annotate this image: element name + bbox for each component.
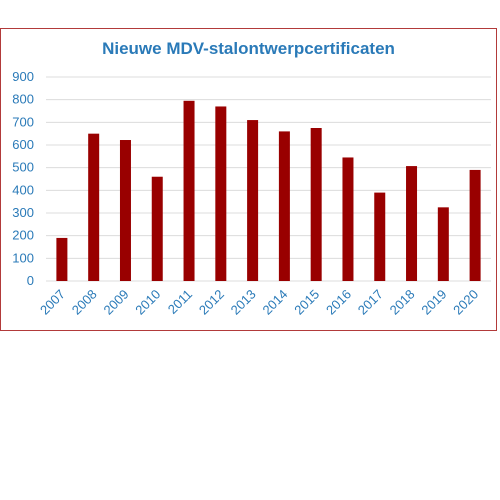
bar-2014 [278,131,290,281]
bar-2010 [151,176,163,281]
bar-2019 [437,207,449,281]
gridlines [46,76,491,282]
x-tick-label: 2010 [132,287,163,318]
chart-frame: Nieuwe MDV-stalontwerpcertificaten 0 100 2… [0,28,497,331]
x-tick-label: 2011 [165,287,195,317]
bar-2020 [469,169,481,281]
y-tick-label: 400 [12,182,34,197]
x-tick-label: 2016 [323,287,354,318]
y-axis-ticks: 0 100 200 300 400 500 600 700 800 900 [12,69,34,288]
bar-2008 [88,133,100,281]
x-tick-label: 2008 [69,287,100,318]
bar-chart: 0 100 200 300 400 500 600 700 800 900 2007 2008 200… [12,69,491,318]
x-tick-label: 2014 [259,287,290,318]
chart-title: Nieuwe MDV-stalontwerpcertificaten [102,39,395,58]
x-tick-label: 2012 [196,287,227,318]
y-tick-label: 700 [12,114,34,129]
bar-2012 [215,106,227,281]
x-tick-label: 2009 [101,287,132,318]
x-tick-label: 2015 [291,287,322,318]
x-tick-label: 2017 [355,287,386,318]
y-tick-label: 500 [12,160,34,175]
bar-2009 [119,140,131,281]
y-tick-label: 200 [12,228,34,243]
bar-2007 [56,237,68,281]
y-tick-label: 600 [12,137,34,152]
x-tick-label: 2020 [450,287,481,318]
bar-2013 [247,120,259,281]
bar-2018 [406,166,418,281]
y-tick-label: 100 [12,250,34,265]
x-tick-label: 2019 [418,287,449,318]
y-tick-label: 300 [12,205,34,220]
y-tick-label: 900 [12,69,34,84]
x-axis-ticks: 2007 2008 2009 2010 2011 2012 2013 2014 2015 2016… [37,287,481,318]
x-tick-label: 2013 [228,287,259,318]
bars [56,100,481,281]
y-tick-label: 0 [27,273,34,288]
x-tick-label: 2007 [37,287,68,318]
y-tick-label: 800 [12,92,34,107]
bar-2011 [183,100,195,281]
x-tick-label: 2018 [387,287,418,318]
bar-2015 [310,128,322,281]
bar-2017 [374,192,386,281]
bar-2016 [342,157,354,281]
